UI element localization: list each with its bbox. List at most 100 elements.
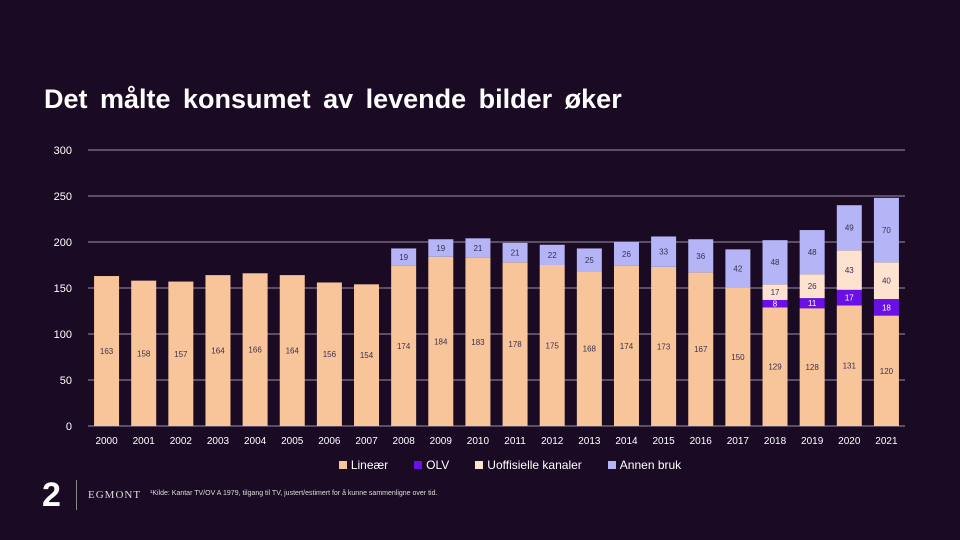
data-label: 17 <box>771 288 780 297</box>
legend-label: Lineær <box>350 458 389 472</box>
data-label: 120 <box>880 367 894 376</box>
data-label: 25 <box>585 256 594 265</box>
bar-segment <box>576 271 602 426</box>
x-tick-label: 2017 <box>727 436 750 447</box>
x-tick-label: 2014 <box>615 436 638 447</box>
bar-segment <box>539 265 565 426</box>
data-label: 42 <box>733 265 742 274</box>
bar-segment <box>873 262 899 300</box>
bar-segment <box>873 299 899 316</box>
x-tick-label: 2008 <box>393 436 416 447</box>
x-tick-label: 2006 <box>318 436 341 447</box>
data-label: 48 <box>771 258 780 267</box>
bar-segment <box>391 265 417 426</box>
bar-segment <box>391 248 417 266</box>
data-label: 174 <box>620 342 634 351</box>
data-label: 173 <box>657 342 671 351</box>
data-label: 166 <box>248 346 262 355</box>
tv2-logo: 2 <box>42 476 61 514</box>
legend: Lineær OLV Uoffisielle kanaler Annen bruk <box>0 458 960 472</box>
bar-segment <box>613 242 639 266</box>
y-tick-label: 150 <box>54 283 72 295</box>
data-label: 131 <box>843 362 857 371</box>
data-label: 22 <box>548 251 557 260</box>
legend-label: OLV <box>426 458 450 472</box>
data-label: 156 <box>323 350 337 359</box>
bar-segment <box>502 262 528 426</box>
x-tick-label: 2016 <box>690 436 713 447</box>
data-label: 26 <box>622 250 631 259</box>
x-tick-label: 2009 <box>430 436 453 447</box>
legend-swatch <box>338 461 347 469</box>
x-tick-label: 2015 <box>652 436 675 447</box>
bar-segment <box>725 288 751 426</box>
bar-segment <box>688 239 714 273</box>
legend-item: Uoffisielle kanaler <box>475 458 582 472</box>
data-label: 18 <box>882 303 891 312</box>
chart-title: Det målte konsumet av levende bilder øke… <box>44 84 622 114</box>
bar-segment <box>836 250 862 290</box>
y-tick-label: 0 <box>66 421 72 433</box>
bar-segment <box>799 274 825 299</box>
x-tick-label: 2012 <box>541 436 564 447</box>
data-label: 21 <box>511 249 520 258</box>
data-label: 174 <box>397 342 411 351</box>
x-tick-label: 2003 <box>207 436 230 447</box>
legend-swatch <box>414 461 423 469</box>
data-label: 158 <box>137 349 151 358</box>
bar-segment <box>836 289 862 306</box>
data-label: 184 <box>434 337 448 346</box>
data-label: 167 <box>694 345 708 354</box>
data-label: 164 <box>286 347 300 356</box>
bar-segment <box>651 236 677 267</box>
bar-segment <box>873 315 899 426</box>
bar-segment <box>205 275 231 426</box>
bar-segment <box>762 240 788 285</box>
bar-segment <box>873 197 899 263</box>
bar-segment <box>242 273 268 426</box>
bar-segment <box>799 308 825 426</box>
data-label: 36 <box>696 252 705 261</box>
bar-segment <box>354 284 380 426</box>
data-label: 154 <box>360 351 374 360</box>
y-tick-label: 200 <box>54 237 72 249</box>
x-tick-label: 2004 <box>244 436 267 447</box>
x-tick-label: 2002 <box>170 436 193 447</box>
data-label: 43 <box>845 266 854 275</box>
bar-segment <box>131 280 157 426</box>
bar-segment <box>428 256 454 426</box>
legend-swatch <box>607 461 616 469</box>
bar-segment <box>94 276 120 426</box>
bar-segment <box>428 239 454 257</box>
x-tick-label: 2020 <box>838 436 861 447</box>
bar-segment <box>688 272 714 426</box>
legend-label: Annen bruk <box>619 458 682 472</box>
bar-segment <box>799 298 825 309</box>
data-label: 26 <box>808 282 817 291</box>
x-tick-label: 2000 <box>95 436 118 447</box>
legend-item: Lineær <box>338 458 389 472</box>
data-label: 48 <box>808 248 817 257</box>
data-label: 178 <box>508 340 522 349</box>
data-label: 163 <box>100 347 114 356</box>
legend-swatch <box>475 461 484 469</box>
data-label: 11 <box>808 299 817 308</box>
egmont-logo: EGMONT <box>88 489 142 501</box>
x-tick-label: 2010 <box>467 436 490 447</box>
data-label: 40 <box>882 277 891 286</box>
bar-segment <box>465 238 491 258</box>
data-label: 21 <box>473 244 482 253</box>
x-tick-label: 2011 <box>504 436 526 447</box>
bar-segment <box>502 242 528 263</box>
bar-segment <box>168 281 194 426</box>
divider <box>76 480 77 510</box>
x-tick-label: 2021 <box>875 436 898 447</box>
data-label: 168 <box>583 345 597 354</box>
data-label: 129 <box>768 363 782 372</box>
bar-segment <box>539 244 565 265</box>
data-label: 157 <box>174 350 188 359</box>
y-tick-label: 300 <box>54 145 72 157</box>
bar-segment <box>799 230 825 275</box>
data-label: 183 <box>471 338 485 347</box>
x-tick-label: 2005 <box>281 436 304 447</box>
